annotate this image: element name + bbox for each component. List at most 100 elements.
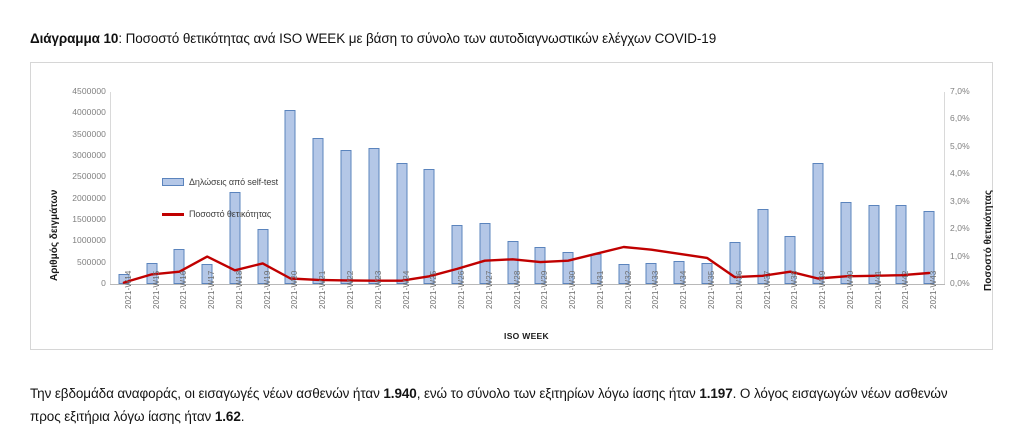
y-axis-right-title: Ποσοστό θετικότητας	[983, 189, 994, 291]
bar[interactable]	[340, 150, 352, 284]
bar[interactable]	[368, 148, 380, 284]
y-axis-left-title: Αριθμός δειγμάτων	[49, 189, 60, 281]
x-axis-tick-label: 2021-W22	[346, 270, 356, 309]
x-axis-tick-label: 2021-W24	[401, 270, 411, 309]
bar[interactable]	[562, 251, 574, 284]
bar[interactable]	[507, 241, 519, 284]
y-axis-right-tick-label: 1,0%	[950, 250, 970, 261]
y-axis-left-line	[110, 92, 111, 285]
legend-item-bar: Δηλώσεις από self-test	[162, 175, 278, 189]
x-axis-tick-label: 2021-W18	[234, 270, 244, 309]
bar[interactable]	[701, 262, 713, 284]
chart-legend: Δηλώσεις από self-test Ποσοστό θετικότητ…	[162, 175, 278, 239]
bar[interactable]	[201, 264, 213, 284]
x-axis-tick-label: 2021-W27	[484, 270, 494, 309]
bar-slot	[443, 92, 471, 284]
bar-slot	[776, 92, 804, 284]
bar-slot	[193, 92, 221, 284]
bar[interactable]	[840, 201, 852, 284]
admissions-count: 1.940	[383, 386, 417, 401]
bar[interactable]	[645, 263, 657, 284]
x-axis-tick-label: 2021-W29	[540, 270, 550, 309]
y-axis-right-tick-label: 0,0%	[950, 278, 970, 288]
bar-slot	[332, 92, 360, 284]
bar-slot	[832, 92, 860, 284]
bar[interactable]	[534, 247, 546, 284]
bar[interactable]	[173, 248, 185, 284]
legend-item-line: Ποσοστό θετικότητας	[162, 207, 278, 221]
x-axis-tick-label: 2021-W31	[595, 270, 605, 309]
y-axis-right-tick-label: 7,0%	[950, 86, 970, 96]
bar[interactable]	[312, 138, 324, 284]
y-axis-left-tick-label: 4000000	[72, 107, 106, 118]
y-axis-left-tick-label: 3000000	[72, 150, 106, 160]
x-axis-tick-label: 2021-W41	[873, 270, 883, 309]
y-axis-left-tick-label: 2000000	[72, 192, 106, 203]
summary-part-4: .	[240, 409, 245, 424]
bar[interactable]	[895, 204, 907, 284]
y-axis-right-tick-label: 5,0%	[950, 140, 970, 151]
y-axis-left-tick-label: 2500000	[72, 171, 106, 182]
bar[interactable]	[923, 210, 935, 284]
bar[interactable]	[229, 192, 241, 284]
x-axis-tick-label: 2021-W34	[679, 270, 689, 309]
x-axis-tick-label: 2021-W38	[790, 270, 800, 309]
bar[interactable]	[784, 236, 796, 284]
bar[interactable]	[423, 168, 435, 284]
bar[interactable]	[618, 263, 630, 284]
y-axis-right-line	[944, 92, 945, 285]
bar[interactable]	[479, 223, 491, 284]
bar[interactable]	[257, 229, 269, 284]
x-axis-tick-label: 2021-W25	[429, 270, 439, 309]
bar-slot	[721, 92, 749, 284]
bar-slot	[471, 92, 499, 284]
x-axis-ticks: 2021-W14 2021-W15 2021-W16 2021-W17 2021-W18…	[110, 270, 943, 332]
legend-label-line: Ποσοστό θετικότητας	[189, 209, 272, 219]
bar[interactable]	[396, 162, 408, 284]
bar-slot	[527, 92, 555, 284]
x-axis-tick-label: 2021-W35	[706, 270, 716, 309]
y-axis-left-tick-label: 500000	[77, 256, 106, 267]
bar-slot	[415, 92, 443, 284]
bar[interactable]	[673, 260, 685, 284]
legend-line-swatch-icon	[162, 212, 184, 216]
bar-slot	[804, 92, 832, 284]
x-axis-tick-label: 2021-W16	[179, 270, 189, 309]
bar[interactable]	[868, 204, 880, 284]
bar-slot	[277, 92, 305, 284]
bar-slot	[638, 92, 666, 284]
bar[interactable]	[284, 109, 296, 284]
x-axis-tick-label: 2021-W33	[651, 270, 661, 309]
bar[interactable]	[757, 208, 768, 284]
x-axis-tick-label: 2021-W39	[818, 270, 828, 309]
y-axis-left-tick-label: 0	[101, 278, 106, 288]
bar-slot	[554, 92, 582, 284]
bar-slot	[249, 92, 277, 284]
x-axis-tick-label: 2021-W14	[123, 270, 133, 309]
figure-caption: Διάγραμμα 10: Ποσοστό θετικότητας ανά IS…	[30, 30, 990, 48]
figure-caption-number: Διάγραμμα 10	[30, 31, 119, 46]
summary-part-2: , ενώ το σύνολο των εξιτηρίων λόγω ίασης…	[416, 386, 700, 401]
bar[interactable]	[451, 225, 463, 284]
x-axis-tick-label: 2021-W28	[512, 270, 522, 309]
bar[interactable]	[729, 241, 741, 284]
summary-paragraph: Την εβδομάδα αναφοράς, οι εισαγωγές νέων…	[30, 382, 980, 428]
y-axis-right-tick-label: 4,0%	[950, 168, 970, 179]
x-axis-tick-label: 2021-W20	[290, 270, 300, 309]
legend-label-bar: Δηλώσεις από self-test	[189, 177, 279, 187]
y-axis-left-tick-label: 1500000	[72, 214, 106, 224]
x-axis-tick-label: 2021-W30	[568, 270, 578, 309]
y-axis-left-ticks: 0 500000 1000000 1500000 2000000 2500000 30000…	[31, 63, 106, 351]
x-axis-line	[110, 284, 945, 285]
x-axis-title: ISO WEEK	[504, 331, 549, 341]
y-axis-right-tick-label: 6,0%	[950, 113, 970, 124]
x-axis-tick-label: 2021-W42	[901, 270, 911, 309]
x-axis-tick-label: 2021-W40	[845, 270, 855, 309]
y-axis-left-tick-label: 1000000	[72, 235, 106, 246]
bar-slot	[499, 92, 527, 284]
bar[interactable]	[812, 162, 824, 284]
discharges-count: 1.197	[699, 386, 733, 401]
x-axis-tick-label: 2021-W19	[262, 270, 272, 309]
plot-area	[110, 92, 943, 284]
